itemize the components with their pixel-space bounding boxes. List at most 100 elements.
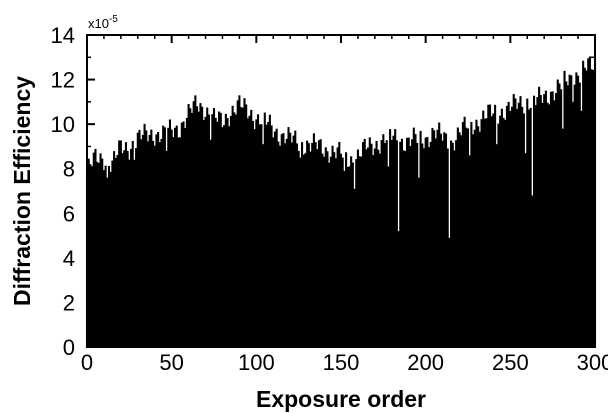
bar-94 xyxy=(245,104,248,348)
bar-63 xyxy=(192,101,195,347)
bar-220 xyxy=(458,132,461,347)
bar-126 xyxy=(299,157,302,347)
x-tick-label-250: 250 xyxy=(492,350,529,375)
bar-273 xyxy=(548,104,551,347)
bars-group xyxy=(85,56,597,348)
bar-190 xyxy=(407,137,410,347)
bar-211 xyxy=(443,132,446,347)
y-multiplier-exponent: -5 xyxy=(109,14,118,25)
bar-200 xyxy=(424,137,427,347)
bar-246 xyxy=(502,117,505,347)
bar-120 xyxy=(289,132,292,347)
x-tick-label-150: 150 xyxy=(323,350,360,375)
bar-59 xyxy=(185,117,188,347)
bar-202 xyxy=(428,147,431,347)
bar-91 xyxy=(240,107,243,347)
bar-285 xyxy=(568,74,571,348)
bar-54 xyxy=(177,137,180,347)
bar-185 xyxy=(399,141,402,347)
bar-107 xyxy=(267,121,270,347)
bar-252 xyxy=(512,94,515,347)
bar-118 xyxy=(285,138,288,347)
bar-182 xyxy=(394,129,397,347)
bar-276 xyxy=(553,100,556,347)
bar-226 xyxy=(468,155,471,347)
bar-223 xyxy=(463,116,466,347)
x-tick-label-300: 300 xyxy=(577,350,608,375)
bar-69 xyxy=(202,119,205,347)
x-axis-title: Exposure order xyxy=(256,386,426,412)
bar-21 xyxy=(121,153,124,347)
bar-176 xyxy=(383,143,387,347)
bar-38 xyxy=(150,129,153,347)
bar-16 xyxy=(113,151,116,347)
bar-203 xyxy=(429,141,432,347)
bar-24 xyxy=(126,150,129,347)
bar-265 xyxy=(534,105,537,348)
x-tick-label-0: 0 xyxy=(81,350,93,375)
bar-40 xyxy=(153,145,156,347)
bar-96 xyxy=(248,115,251,347)
bar-116 xyxy=(282,133,285,347)
x-tick-label-100: 100 xyxy=(238,350,275,375)
bar-215 xyxy=(450,140,453,347)
bar-255 xyxy=(517,102,520,347)
bar-144 xyxy=(329,156,332,347)
bar-99 xyxy=(253,129,256,347)
bar-125 xyxy=(297,150,300,347)
bar-114 xyxy=(278,145,282,347)
bar-154 xyxy=(346,167,349,347)
bar-173 xyxy=(378,153,381,347)
bar-139 xyxy=(321,153,324,347)
bar-111 xyxy=(273,131,277,347)
bar-81 xyxy=(223,125,226,347)
bar-136 xyxy=(316,149,319,347)
bar-13 xyxy=(107,165,111,347)
bar-268 xyxy=(539,95,542,348)
bar-232 xyxy=(478,131,481,347)
bar-112 xyxy=(275,128,278,347)
bar-242 xyxy=(495,144,498,347)
bar-17 xyxy=(114,157,117,347)
bar-188 xyxy=(404,151,407,347)
y-tick-label-14: 14 xyxy=(51,23,75,48)
bar-254 xyxy=(516,108,519,347)
bar-207 xyxy=(436,129,439,347)
bar-57 xyxy=(182,121,185,347)
bar-9 xyxy=(101,158,104,347)
bar-241 xyxy=(494,104,497,348)
bar-65 xyxy=(196,106,199,347)
bar-194 xyxy=(414,134,417,347)
ticks-group xyxy=(86,34,596,348)
bar-68 xyxy=(201,106,204,348)
bar-288 xyxy=(573,84,576,347)
bar-192 xyxy=(411,139,414,347)
bar-27 xyxy=(131,140,134,347)
bar-52 xyxy=(174,127,177,347)
bar-51 xyxy=(172,137,175,347)
bar-138 xyxy=(319,139,322,347)
bar-121 xyxy=(290,142,293,347)
bar-7 xyxy=(97,162,100,347)
bar-70 xyxy=(204,116,207,347)
bar-148 xyxy=(336,147,339,347)
bar-140 xyxy=(323,156,326,347)
bar-221 xyxy=(460,135,463,347)
bar-217 xyxy=(453,150,456,347)
bar-147 xyxy=(334,158,337,347)
bar-135 xyxy=(314,142,317,347)
bar-235 xyxy=(483,118,486,347)
bar-256 xyxy=(519,96,522,347)
bar-150 xyxy=(339,153,343,347)
bar-196 xyxy=(417,177,420,347)
bar-225 xyxy=(466,128,470,347)
bar-213 xyxy=(446,148,449,347)
bar-93 xyxy=(243,98,246,347)
bar-257 xyxy=(521,106,524,348)
bar-33 xyxy=(141,134,144,347)
bar-271 xyxy=(544,90,547,347)
bar-77 xyxy=(216,121,219,347)
bar-245 xyxy=(500,108,503,347)
bar-244 xyxy=(499,115,502,347)
